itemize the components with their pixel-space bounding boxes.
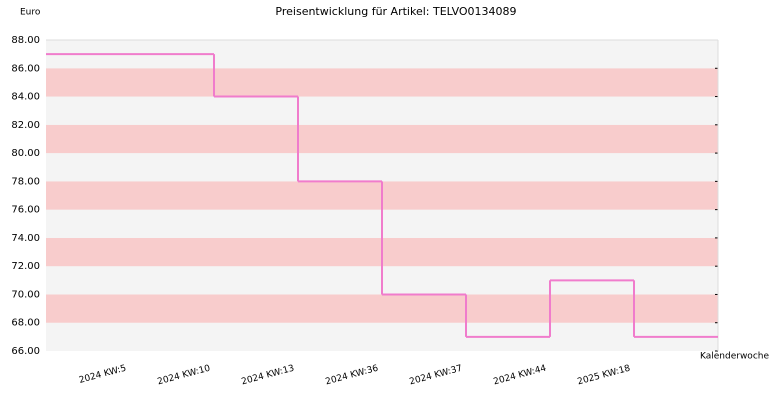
x-tick-label: 2024 KW:44: [492, 364, 547, 388]
plot-band: [46, 96, 718, 125]
y-tick-label: 80.00: [11, 148, 40, 159]
y-tick-label: 66.00: [11, 346, 40, 357]
y-axis-label: Euro: [20, 8, 41, 18]
x-tick-label: 2024 KW:10: [156, 364, 211, 388]
plot-band: [46, 153, 718, 182]
x-axis-label: Kalenderwoche: [700, 352, 769, 362]
y-tick-label: 82.00: [11, 120, 40, 131]
y-tick-label: 68.00: [11, 318, 40, 329]
y-tick-label: 86.00: [11, 63, 40, 74]
plot-band: [46, 68, 718, 97]
y-tick-label: 74.00: [11, 233, 40, 244]
y-tick-label: 72.00: [11, 261, 40, 272]
x-tick-label: 2024 KW:5: [78, 364, 127, 386]
plot-band: [46, 124, 718, 154]
x-tick-label: 2024 KW:36: [324, 364, 379, 388]
price-line: [46, 53, 718, 338]
y-tick-label: 76.00: [11, 205, 40, 216]
x-tick-label: 2024 KW:37: [408, 364, 463, 388]
plot-band: [46, 294, 718, 323]
y-tick-label: 88.00: [11, 35, 40, 46]
chart-title: Preisentwicklung für Artikel: TELVO01340…: [275, 5, 516, 18]
x-tick-label: 2025 KW:18: [576, 364, 631, 388]
y-tick-label: 70.00: [11, 289, 40, 300]
x-tick-label: 2024 KW:13: [240, 364, 295, 388]
plot-band: [46, 322, 718, 351]
y-tick-label: 84.00: [11, 92, 40, 103]
y-tick-label: 78.00: [11, 176, 40, 187]
